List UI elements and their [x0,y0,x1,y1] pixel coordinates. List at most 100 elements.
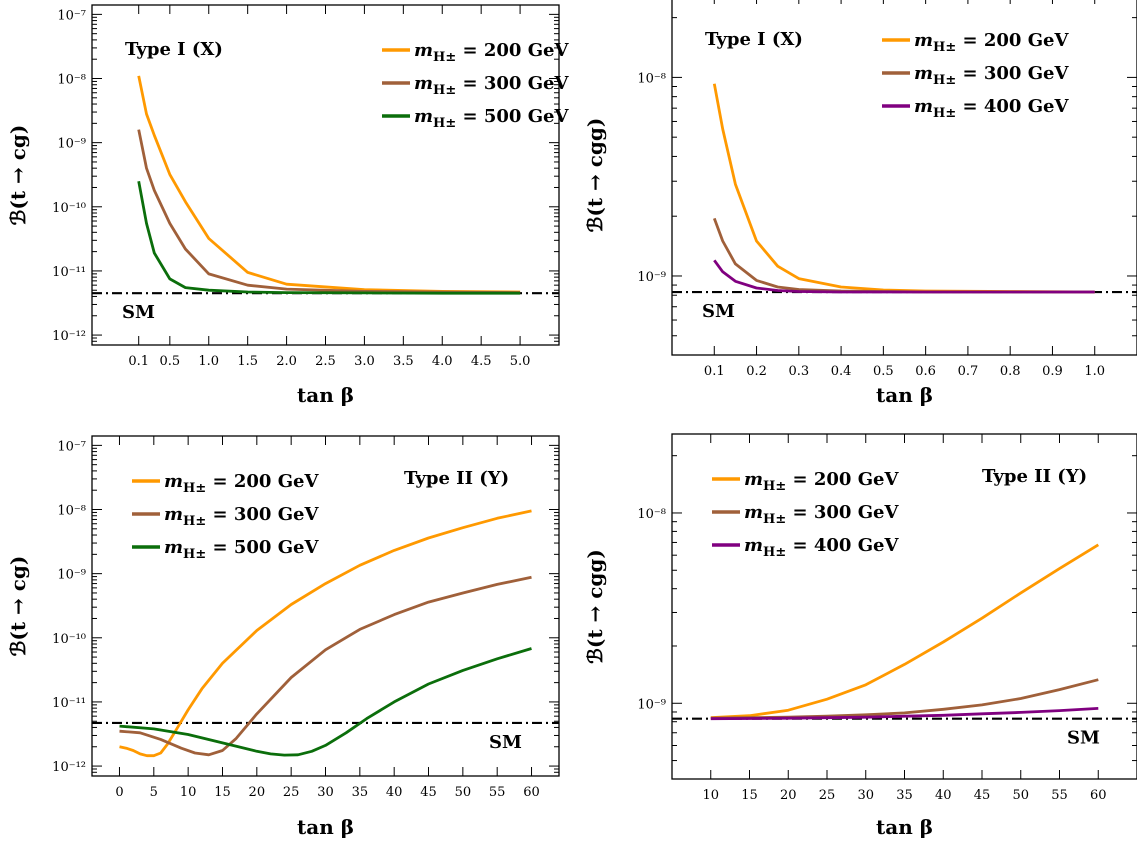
sm-label: SM [489,732,522,753]
legend-label: mH± = 400 GeV [914,96,1070,121]
legend-label: mH± = 200 GeV [914,30,1070,55]
series-line-green [119,647,532,757]
x-tick-label: 30 [317,785,334,800]
y-tick-label: 10⁻¹⁰ [52,201,86,216]
x-tick-label: 1.5 [237,354,258,369]
sm-label: SM [1067,728,1100,749]
model-label: Type I (X) [705,29,803,50]
series-line-brown [137,129,521,294]
legend-label: mH± = 300 GeV [414,73,570,98]
y-axis-label: ℬ(t → cg) [6,556,30,657]
x-tick-label: 25 [819,788,836,803]
y-tick-label: 10⁻¹¹ [52,265,86,280]
panel-bottom-left: 0 5 10 15 20 25 30 35 40 45 50 55 60 10⁻¹² 10⁻¹¹ 10⁻¹⁰ 1… [6,435,560,839]
x-tick-label: 60 [523,785,540,800]
x-tick-label: 5 [150,785,158,800]
legend-label: mH± = 500 GeV [414,106,570,131]
x-tick-label: 15 [214,785,231,800]
x-tick-label: 15 [741,788,758,803]
x-tick-label: 20 [249,785,266,800]
y-tick-label: 10⁻⁷ [57,439,86,454]
x-tick-label: 45 [974,788,991,803]
y-tick-label: 10⁻⁹ [637,270,666,285]
y-tick-label: 10⁻⁹ [57,568,86,583]
panel-bottom-right: 10 15 20 25 30 35 40 45 50 55 60 10⁻⁹ 10⁻⁸ tan β ℬ(t →… [583,433,1137,839]
model-label: Type II (Y) [404,468,509,489]
x-tick-label: 0.5 [873,364,894,379]
x-tick-label: 2.5 [315,354,336,369]
series-line-orange [119,509,532,758]
x-tick-label: 5.0 [510,354,531,369]
y-tick-label: 10⁻⁸ [637,71,666,86]
x-tick-label: 25 [283,785,300,800]
legend: mH± = 200 GeV mH± = 300 GeV mH± = 400 GeV [882,30,1070,121]
legend: mH± = 200 GeV mH± = 300 GeV mH± = 500 GeV [382,40,570,131]
x-tick-label: 55 [1051,788,1068,803]
legend: mH± = 200 GeV mH± = 300 GeV mH± = 500 GeV [132,471,320,562]
x-tick-label: 1.0 [198,354,219,369]
y-tick-label: 10⁻¹² [52,760,86,775]
x-tick-label: 1.0 [1084,364,1105,379]
series-line-brown [712,217,1095,294]
x-tick-label: 10 [702,788,719,803]
legend-label: mH± = 400 GeV [744,535,900,560]
x-tick-label: 30 [857,788,874,803]
y-tick-label: 10⁻¹¹ [52,696,86,711]
x-tick-label: 2.0 [276,354,297,369]
x-tick-label: 3.0 [354,354,375,369]
x-tick-label: 0.1 [704,364,725,379]
x-tick-label: 4.5 [471,354,492,369]
legend: mH± = 200 GeV mH± = 300 GeV mH± = 400 GeV [712,469,900,560]
x-axis-label: tan β [876,815,933,839]
legend-label: mH± = 200 GeV [164,471,320,496]
x-tick-label: 0.5 [159,354,180,369]
model-label: Type I (X) [125,39,223,60]
x-tick-label: 0.4 [831,364,852,379]
legend-label: mH± = 300 GeV [744,502,900,527]
x-tick-label: 0.8 [1000,364,1021,379]
y-tick-label: 10⁻⁹ [637,697,666,712]
x-tick-label: 50 [455,785,472,800]
x-tick-label: 0 [115,785,123,800]
series-line-green [137,181,521,295]
x-tick-label: 40 [386,785,403,800]
x-tick-label: 0.9 [1042,364,1063,379]
legend-label: mH± = 200 GeV [414,40,570,65]
sm-label: SM [122,302,155,323]
x-axis-label: tan β [876,383,933,407]
y-tick-label: 10⁻¹² [52,329,86,344]
series-line-brown [119,575,532,757]
y-axis-label: ℬ(t → cg) [6,125,30,226]
x-tick-label: 55 [489,785,506,800]
x-axis-label: tan β [297,383,354,407]
x-tick-label: 60 [1090,788,1107,803]
x-tick-label: 3.5 [393,354,414,369]
x-tick-label: 4.0 [432,354,453,369]
x-tick-label: 0.7 [958,364,979,379]
x-tick-label: 40 [935,788,952,803]
panel-top-left: 0.1 0.5 1.0 1.5 2.0 2.5 3.0 3.5 4.0 4.5 5.0 10⁻¹² 10… [6,4,570,407]
plot-frame [671,0,1137,356]
y-axis-label: ℬ(t → cgg) [583,549,607,664]
series-line-orange [710,543,1100,720]
x-tick-label: 35 [352,785,369,800]
series-line-purple [710,707,1099,721]
x-axis-label: tan β [297,815,354,839]
x-tick-label: 0.1 [128,354,149,369]
x-tick-label: 45 [420,785,437,800]
x-tick-label: 10 [180,785,197,800]
y-tick-label: 10⁻⁸ [637,507,666,522]
legend-label: mH± = 300 GeV [164,504,320,529]
y-tick-label: 10⁻⁹ [57,137,86,152]
legend-label: mH± = 500 GeV [164,537,320,562]
sm-label: SM [702,301,735,322]
x-tick-label: 20 [780,788,797,803]
y-axis-label: ℬ(t → cgg) [583,118,607,233]
panel-top-right: 0.1 0.2 0.3 0.4 0.5 0.6 0.7 0.8 0.9 1.0 10⁻⁹ 10⁻⁸ ta… [583,0,1137,407]
x-tick-label: 35 [896,788,913,803]
y-tick-label: 10⁻¹⁰ [52,632,86,647]
legend-label: mH± = 200 GeV [744,469,900,494]
x-tick-label: 0.6 [915,364,936,379]
